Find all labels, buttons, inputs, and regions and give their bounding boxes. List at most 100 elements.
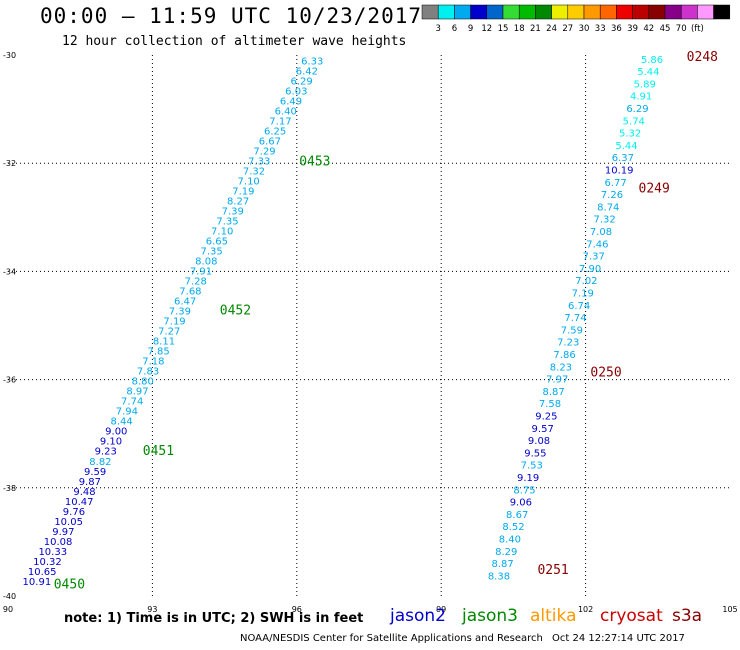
generated-timestamp: Oct 24 12:27:14 UTC 2017 [552,633,685,644]
time-label: 0453 [299,154,330,169]
swh-value-label: 8.23 [550,362,572,373]
colorbar-swatch [535,4,552,20]
swh-value-label: 5.74 [623,116,645,127]
swh-value-label: 9.23 [95,447,117,458]
grid [8,55,730,596]
colorbar-swatch [551,4,569,20]
swh-value-label: 7.59 [561,325,583,336]
swh-value-label: 6.67 [259,136,281,147]
swh-value-label: 9.87 [79,477,101,488]
colorbar-swatch [697,4,714,20]
swh-value-label: 7.32 [594,215,616,226]
chart-title: 00:00 – 11:59 UTC 10/23/2017 [40,4,423,28]
x-tick-label: 90 [3,605,13,614]
colorbar-swatch [437,4,455,20]
swh-value-label: 7.91 [190,267,212,278]
swh-value-label: 6.25 [264,126,286,137]
swh-value-label: 10.32 [33,557,62,568]
colorbar-swatch [583,4,601,20]
swh-value-label: 7.94 [116,407,138,418]
footnote: note: 1) Time is in UTC; 2) SWH is in fe… [64,611,364,626]
x-tick-label: 99 [436,605,446,614]
colorbar-swatch [502,4,520,20]
swh-value-label: 10.65 [28,567,57,578]
swh-value-label: 5.32 [619,129,641,140]
swh-value-label: 7.08 [590,227,612,238]
swh-value-label: 7.86 [553,350,575,361]
swh-value-label: 7.19 [232,187,254,198]
legend-cryosat: cryosat [600,606,663,626]
swh-value-label: 7.85 [148,347,170,358]
x-tick-label: 105 [722,605,737,614]
swh-value-label: 6.33 [301,56,323,67]
swh-value-label: 8.87 [542,387,564,398]
colorbar-swatch [616,4,633,20]
colorbar-label: (ft) [691,24,704,34]
swh-value-label: 7.17 [269,116,291,127]
swh-value-label: 5.89 [634,79,656,90]
x-tick-label: 102 [578,605,593,614]
swh-value-label: 6.29 [626,104,648,115]
swh-value-label: 9.57 [532,424,554,435]
colorbar-swatch [486,4,504,20]
swh-value-label: 8.11 [153,337,175,348]
swh-value-label: 7.74 [121,397,143,408]
swh-value-label: 9.08 [528,436,550,447]
colorbar-label: 24 [546,24,557,34]
colorbar-label: 3 [435,24,440,34]
colorbar-swatch [713,4,731,20]
y-tick-label: -34 [3,267,16,276]
swh-value-label: 8.08 [195,257,217,268]
swh-value-label: 7.26 [601,190,623,201]
swh-value-label: 7.90 [579,264,601,275]
swh-value-label: 7.19 [163,317,185,328]
swh-value-label: 7.28 [185,277,207,288]
swh-value-label: 5.44 [637,67,659,78]
axes: -30 -32 -34 -36 -38 -40 90 93 96 99 102 105 [3,51,738,614]
swh-value-label: 9.59 [84,467,106,478]
swh-value-label: 8.97 [126,387,148,398]
swh-value-label: 9.25 [535,412,557,423]
swh-value-label: 8.29 [495,547,517,558]
swh-value-label: 9.55 [524,448,546,459]
swh-value-label: 9.19 [517,473,539,484]
swh-value-label: 7.32 [243,167,265,178]
swh-value-label: 7.10 [238,177,260,188]
swh-value-label: 6.03 [285,86,307,97]
colorbar-label: 39 [627,24,638,34]
swh-value-label: 8.80 [132,377,154,388]
colorbar-label: 9 [468,24,473,34]
legend-altika: altika [530,606,577,626]
time-label: 0450 [54,578,85,593]
colorbar-label: 15 [498,24,509,34]
colorbar-swatch [470,4,488,20]
swh-value-label: 6.65 [206,237,228,248]
swh-value-label: 7.39 [169,307,191,318]
swh-value-label: 7.39 [222,207,244,218]
swh-value-label: 9.76 [63,507,85,518]
legend-jason3: jason3 [462,606,518,626]
swh-value-label: 7.29 [253,146,275,157]
colorbar-swatch [680,4,698,20]
swh-value-label: 8.52 [502,522,524,533]
swh-value-label: 9.97 [52,527,74,538]
colorbar: 3 6 9 12 15 18 21 24 27 30 33 36 39 42 45 70 (ft) [421,4,731,34]
colorbar-label: 18 [514,24,525,34]
swh-value-label: 7.37 [583,252,605,263]
swh-value-label: 7.58 [539,399,561,410]
swh-value-label: 6.77 [604,178,626,189]
swh-value-label: 6.29 [290,76,312,87]
x-tick-label: 96 [292,605,302,614]
colorbar-label: 45 [660,24,671,34]
swh-value-label: 9.48 [73,487,95,498]
swh-value-label: 9.00 [105,427,127,438]
colorbar-label: 70 [676,24,687,34]
swh-value-label: 10.33 [38,547,67,558]
time-label: 0249 [639,182,670,197]
swh-value-label: 9.10 [100,437,122,448]
colorbar-label: 36 [611,24,622,34]
swh-value-label: 8.40 [499,535,521,546]
swh-value-label: 7.23 [557,338,579,349]
colorbar-swatch [664,4,682,20]
swh-value-label: 7.10 [211,227,233,238]
